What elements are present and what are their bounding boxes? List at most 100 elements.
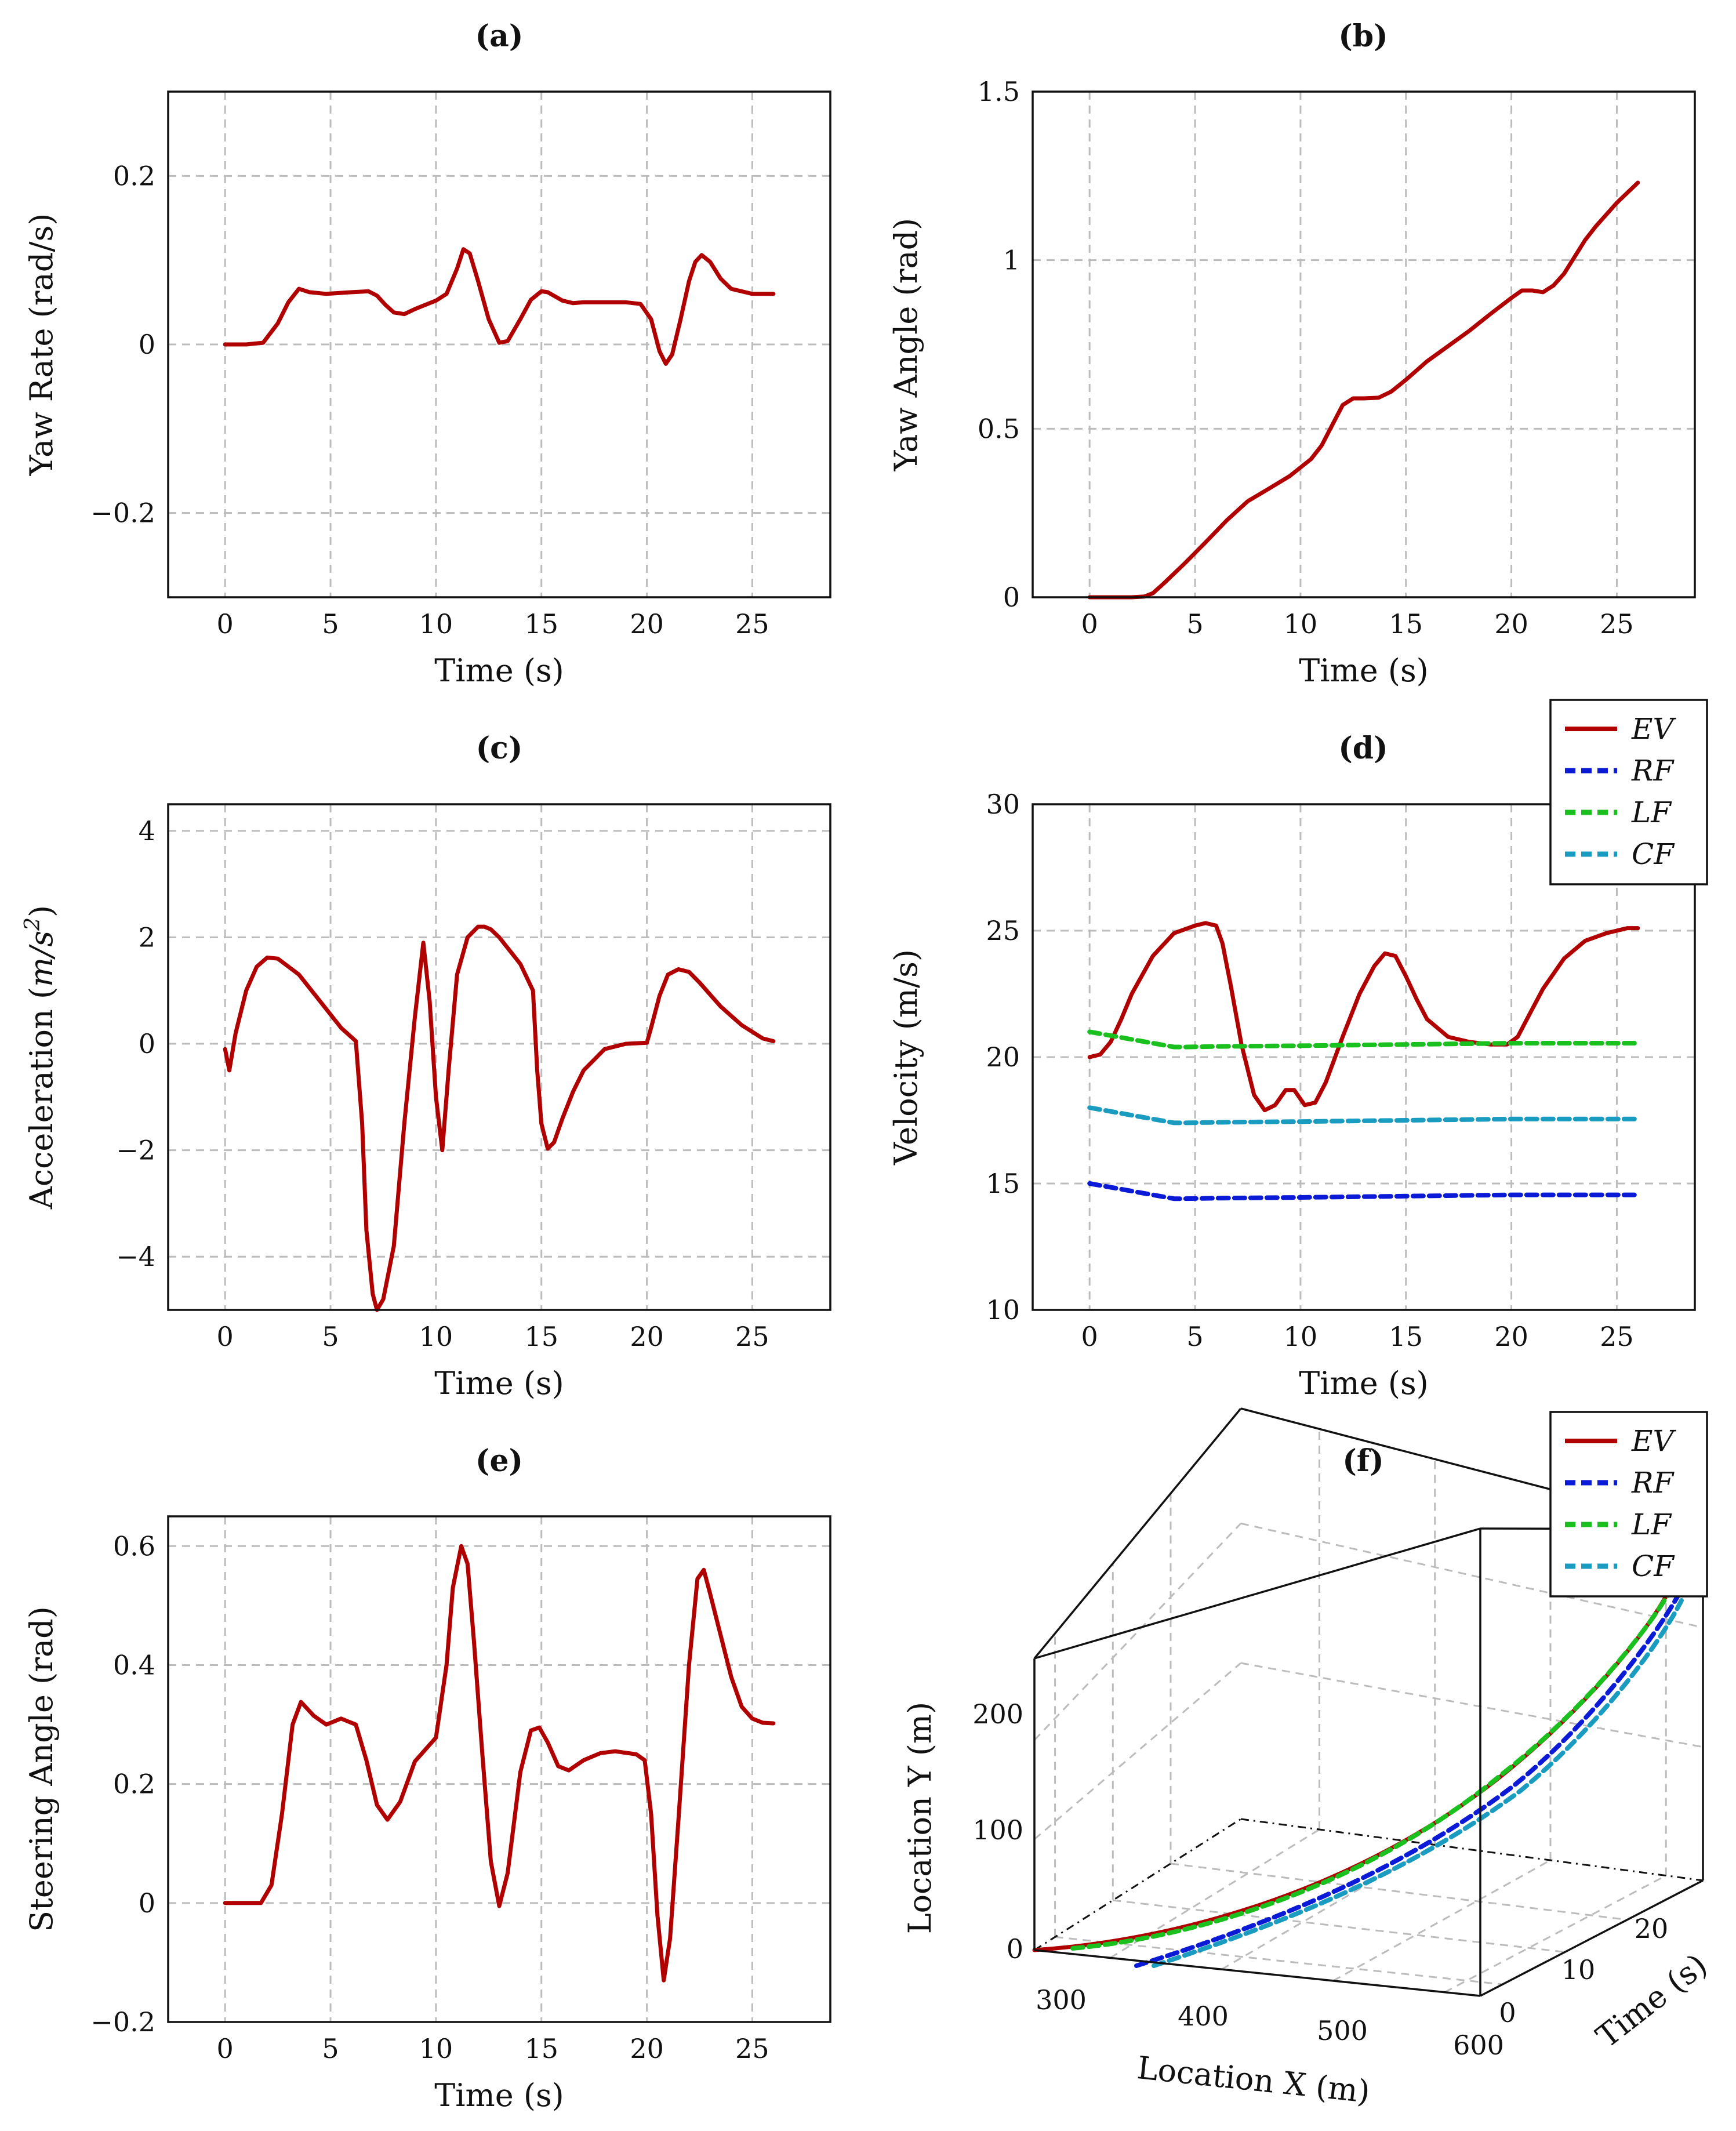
plot-frame [167, 803, 831, 1311]
chart-title: (c) [476, 731, 523, 766]
series-line-lf [1087, 1029, 1640, 1050]
x-tick-label: 10 [419, 608, 453, 640]
chart-title: (a) [475, 19, 524, 54]
chart-title: (d) [1338, 731, 1388, 766]
x-tick-label: 0 [1081, 1321, 1098, 1352]
x-tick-label: 15 [524, 608, 558, 640]
time-tick-label: 10 [1561, 1954, 1596, 1985]
x-tick-label: 0 [217, 2033, 234, 2064]
plot-frame [1032, 90, 1696, 598]
x-axis-label: Location X (m) [1135, 2049, 1372, 2110]
x-tick-label: 10 [1284, 608, 1318, 640]
x-tick-label: 25 [1600, 1321, 1634, 1352]
y-tick-label: 0.2 [113, 1769, 155, 1800]
series-line-cf [1152, 1598, 1684, 1968]
x-tick-label: 5 [1186, 608, 1203, 640]
grid-line-3d [1113, 1899, 1566, 1953]
y-tick-label: 25 [986, 915, 1020, 946]
y-tick-label: 200 [972, 1698, 1023, 1730]
grid-line-3d [1170, 1863, 1628, 1921]
grid [1033, 92, 1695, 597]
x-axis-label: Time (s) [434, 1365, 564, 1402]
y-tick-label: −2 [116, 1135, 155, 1166]
y-tick-label: 2 [139, 921, 155, 953]
x-axis-label: Time (s) [1299, 652, 1428, 689]
y-tick-label: 0 [1007, 1933, 1023, 1965]
chart-a: (a) 0 5 10 15 20 25 −0.2 0 0.2 Time (s) Yaw Rate (r… [23, 19, 831, 689]
y-tick-label: 0 [139, 1028, 155, 1059]
x-tick-label: 0 [217, 1321, 234, 1352]
legend-label-rf: RF [1631, 754, 1675, 787]
series-line-lf [1070, 1584, 1675, 1951]
grid-line-3d [1240, 1662, 1704, 1748]
y-tick-label: 30 [986, 789, 1020, 820]
x-tick-label: 5 [322, 2033, 339, 2064]
x-tick-label: 20 [630, 1321, 664, 1352]
box-edge [1034, 1949, 1481, 1997]
y-axis-label: Acceleration (m/s2) [21, 905, 60, 1210]
x-tick-label: 10 [419, 1321, 453, 1352]
y-axis-label: Yaw Angle (rad) [888, 218, 924, 471]
legend: EV RF LF CF [1549, 1411, 1708, 1598]
legend: EV RF LF CF [1549, 699, 1708, 885]
chart-c: (c) 0 5 10 15 20 25 −4 −2 0 2 4 Time (s) Acceleration… [21, 731, 831, 1402]
y-tick-label: 0.6 [113, 1530, 155, 1562]
legend-label-cf: CF [1632, 837, 1675, 871]
chart-title: (e) [475, 1443, 523, 1479]
x-tick-label: 15 [524, 1321, 558, 1352]
y-tick-label: 100 [972, 1814, 1023, 1846]
time-tick-label: 0 [1499, 1997, 1516, 2028]
grid [1033, 804, 1695, 1310]
x-tick-label: 20 [1494, 1321, 1528, 1352]
grid-line-3d [1055, 1936, 1503, 1985]
z-axis-label: Time (s) [1589, 1947, 1714, 2055]
y-tick-label: 1 [1003, 245, 1020, 276]
x-tick-label: 20 [1494, 608, 1528, 640]
series-line-ev [1087, 180, 1640, 600]
grid [168, 1516, 830, 2022]
grid-line-3d [1033, 1523, 1242, 1741]
back-axis-line [1034, 1818, 1241, 1951]
series-line-rf [1134, 1592, 1681, 1968]
series-line-rf [1087, 1181, 1640, 1201]
series-line-cf [1087, 1105, 1640, 1126]
y-tick-label: 0 [139, 329, 155, 360]
grid [168, 804, 830, 1310]
y-axis-label-unit: m/s [23, 931, 60, 987]
x-axis-label: Time (s) [434, 652, 564, 689]
x-tick-label: 10 [419, 2033, 453, 2064]
y-axis-label-exponent: 2 [21, 917, 45, 931]
y-axis-label: Yaw Rate (rad/s) [23, 213, 60, 477]
grid [168, 92, 830, 597]
x-tick-label: 10 [1284, 1321, 1318, 1352]
x-tick-label: 25 [1600, 608, 1634, 640]
y-tick-label: 0.4 [113, 1649, 155, 1680]
y-tick-label: 0 [139, 1887, 155, 1919]
y-axis-label: Velocity (m/s) [888, 949, 924, 1166]
legend-label-lf: LF [1631, 796, 1672, 829]
x-tick-label: 400 [1178, 2001, 1229, 2032]
y-tick-label: −0.2 [90, 2006, 155, 2038]
y-axis-label: Location Y (m) [902, 1702, 938, 1934]
chart-title: (f) [1342, 1443, 1384, 1479]
back-axis-line [1240, 1818, 1704, 1882]
y-axis-label-part: Acceleration ( [23, 987, 60, 1210]
x-tick-label: 600 [1453, 2030, 1504, 2061]
x-tick-label: 15 [1389, 608, 1423, 640]
x-tick-label: 15 [524, 2033, 558, 2064]
x-tick-label: 25 [735, 2033, 769, 2064]
x-tick-label: 0 [217, 608, 234, 640]
series-line-ev [223, 1544, 776, 1983]
plot-frame [167, 1515, 831, 2023]
series-line-ev [223, 924, 776, 1312]
x-tick-label: 25 [735, 608, 769, 640]
x-tick-label: 0 [1081, 608, 1098, 640]
x-axis-label: Time (s) [434, 2077, 564, 2114]
legend-label-lf: LF [1631, 1508, 1672, 1541]
chart-title: (b) [1338, 19, 1388, 54]
y-tick-label: −4 [116, 1241, 155, 1272]
x-tick-label: 5 [322, 608, 339, 640]
y-tick-label: 0.2 [113, 160, 155, 191]
